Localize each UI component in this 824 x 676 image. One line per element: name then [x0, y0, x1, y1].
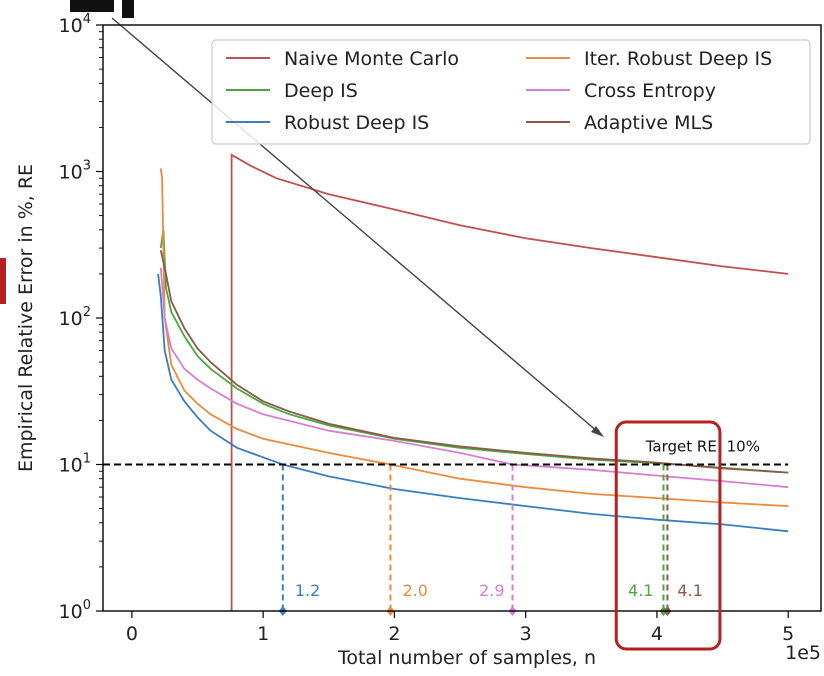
- legend-label-3: Iter. Robust Deep IS: [584, 48, 772, 70]
- x-tick-label-5: 5: [782, 623, 794, 645]
- series-line-3: [159, 168, 789, 507]
- x-tick-label-3: 3: [520, 623, 532, 645]
- legend-label-1: Deep IS: [284, 80, 358, 102]
- x-axis-label: Total number of samples, n: [337, 647, 596, 669]
- threshold-label-2: 2.9: [479, 581, 504, 600]
- x-tick-label-4: 4: [651, 623, 663, 645]
- threshold-label-0: 1.2: [295, 581, 320, 600]
- series-layer: [157, 153, 789, 611]
- series-line-5: [159, 250, 789, 474]
- threshold-label-1: 2.0: [402, 581, 427, 600]
- y-axis-ticks: 100 101 102 103 104: [59, 12, 103, 623]
- threshold-label-3: 4.1: [628, 581, 653, 600]
- x-axis-ticks: 0 1 2 3 4 5: [126, 611, 794, 645]
- legend-frame: [211, 39, 811, 145]
- highlight-box: [614, 420, 722, 651]
- legend: Naive Monte Carlo Deep IS Robust Deep IS It…: [211, 39, 811, 145]
- annotation-arrow-head: [591, 426, 604, 437]
- plot-area: 1.2 2.0 2.9 4.1 4.1 Target RE: 10% 100101102…: [59, 12, 822, 651]
- target-label: Target RE: 10%: [645, 438, 760, 456]
- annotation-arrow-line: [111, 17, 599, 433]
- x-axis-multiplier: 1e5: [785, 642, 821, 664]
- series-line-0: [230, 153, 789, 611]
- legend-items: Naive Monte Carlo Deep IS Robust Deep IS It…: [226, 48, 772, 134]
- x-tick-label-2: 2: [388, 623, 400, 645]
- y-axis-label: Empirical Relative Error in %, RE: [15, 164, 37, 472]
- x-tick-label-0: 0: [126, 623, 138, 645]
- threshold-label-4: 4.1: [677, 581, 702, 600]
- y-tick-label-1: 101: [59, 452, 91, 477]
- y-tick-label-0: 100: [59, 598, 91, 623]
- series-line-2: [157, 273, 789, 533]
- threshold-markers: 1.2 2.0 2.9 4.1 4.1: [278, 464, 703, 616]
- legend-label-2: Robust Deep IS: [284, 112, 429, 134]
- legend-label-0: Naive Monte Carlo: [284, 48, 459, 70]
- y-tick-label-2: 102: [59, 305, 91, 330]
- series-line-1: [159, 229, 789, 474]
- y-tick-label-4: 104: [59, 12, 91, 37]
- legend-label-5: Adaptive MLS: [584, 112, 713, 134]
- cropped-fragments: [0, 0, 134, 304]
- legend-label-4: Cross Entropy: [584, 80, 716, 102]
- series-line-4: [159, 267, 789, 489]
- x-tick-label-1: 1: [257, 623, 269, 645]
- y-tick-label-3: 103: [59, 159, 91, 184]
